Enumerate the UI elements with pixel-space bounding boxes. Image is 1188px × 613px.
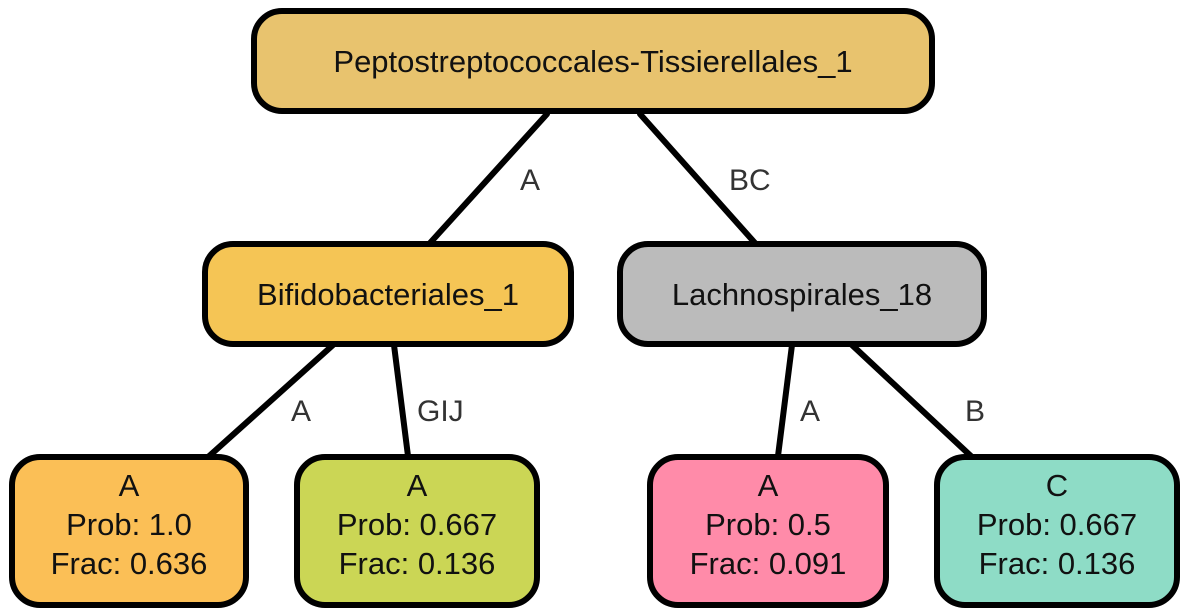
edges [204,111,976,461]
leaf-node-3-frac: Frac: 0.091 [690,546,847,581]
left-internal-node-box [202,241,574,347]
leaf-node-1-prob: Prob: 1.0 [66,507,192,542]
edge-label-right-leaf4: B [965,395,985,428]
root-node-box [251,8,935,114]
leaf-node-2-box [294,454,540,608]
left-internal-node: Bifidobacteriales_1 [202,241,574,347]
edge-label-right-leaf3: A [800,395,820,428]
leaf-node-3-class: A [758,468,779,503]
leaf-node-1: A Prob: 1.0 Frac: 0.636 [9,454,249,608]
edge-left-leaf2 [391,342,411,459]
leaf-node-4: C Prob: 0.667 Frac: 0.136 [934,454,1180,608]
leaf-node-2-frac: Frac: 0.136 [339,546,496,581]
edge-label-root-right: BC [729,164,771,197]
edge-right-leaf4 [849,342,976,461]
leaf-node-4-prob: Prob: 0.667 [977,507,1137,542]
leaf-node-1-class: A [119,468,140,503]
right-internal-node-box [617,241,987,347]
edge-labels: A BC A GIJ A B [291,164,985,428]
leaf-node-2-prob: Prob: 0.667 [337,507,497,542]
edge-root-right [637,111,758,246]
edge-left-leaf1 [204,342,336,461]
leaf-node-4-box [934,454,1180,608]
leaf-node-4-frac: Frac: 0.136 [979,546,1136,581]
leaf-node-1-box [9,454,249,608]
leaf-node-4-class: C [1046,468,1068,503]
edge-label-left-leaf2: GIJ [417,395,464,428]
right-internal-node: Lachnospirales_18 [617,241,987,347]
edge-root-left [427,111,550,246]
leaf-node-3-box [647,454,889,608]
root-node-label: Peptostreptococcales-Tissierellales_1 [333,44,852,79]
left-internal-node-label: Bifidobacteriales_1 [257,277,519,312]
right-internal-node-label: Lachnospirales_18 [672,277,932,312]
leaf-node-2-class: A [407,468,428,503]
leaf-node-1-frac: Frac: 0.636 [51,546,208,581]
edge-label-root-left: A [520,164,540,197]
root-node: Peptostreptococcales-Tissierellales_1 [251,8,935,114]
edge-label-left-leaf1: A [291,395,311,428]
leaf-node-2: A Prob: 0.667 Frac: 0.136 [294,454,540,608]
edge-right-leaf3 [775,342,795,459]
leaf-node-3: A Prob: 0.5 Frac: 0.091 [647,454,889,608]
leaf-node-3-prob: Prob: 0.5 [705,507,831,542]
